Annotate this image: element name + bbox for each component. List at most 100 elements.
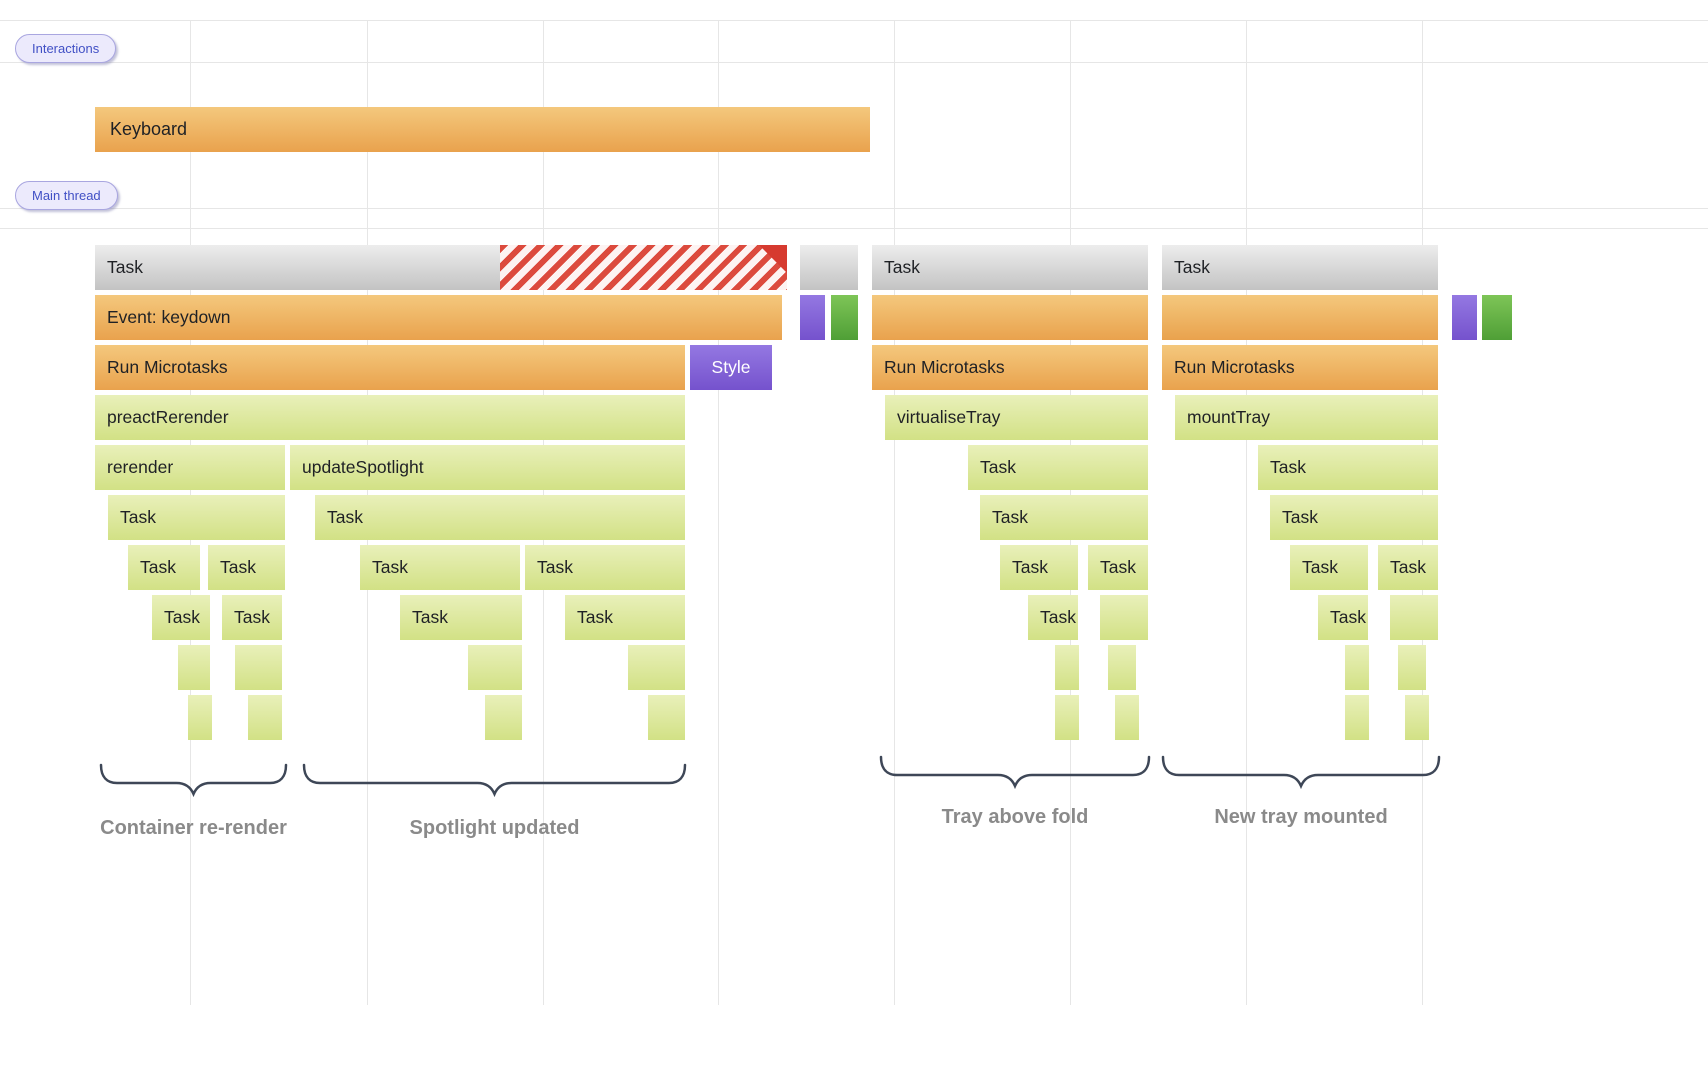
flame-bar-event[interactable]: [1162, 295, 1438, 340]
flame-bar-script[interactable]: Task: [1000, 545, 1078, 590]
flame-bar-label: Task: [1390, 557, 1426, 577]
flame-bar-script[interactable]: [178, 645, 210, 690]
flame-bar-label: Task: [1282, 507, 1318, 527]
flame-bar-script[interactable]: [1345, 645, 1369, 690]
flame-bar-script[interactable]: Task: [128, 545, 200, 590]
flame-bar-script[interactable]: Task: [1258, 445, 1438, 490]
flame-bar-task[interactable]: Task: [1162, 245, 1438, 290]
flame-bar-label: Task: [1100, 557, 1136, 577]
flame-bar-event[interactable]: [872, 295, 1148, 340]
flame-bar-event[interactable]: Run Microtasks: [1162, 345, 1438, 390]
flame-bar-script[interactable]: [485, 695, 522, 740]
flame-bar-script[interactable]: [1398, 645, 1426, 690]
flame-bar-script[interactable]: [1108, 645, 1136, 690]
flame-bar-script[interactable]: Task: [1318, 595, 1368, 640]
flame-bar-task[interactable]: Task: [872, 245, 1148, 290]
flame-bar-label: Event: keydown: [107, 307, 231, 327]
flame-bar-script[interactable]: Task: [565, 595, 685, 640]
flame-bar-script[interactable]: Task: [968, 445, 1148, 490]
long-task-hatch: [500, 245, 787, 290]
grid-horizontal-line: [0, 62, 1708, 63]
flame-bar-label: Task: [537, 557, 573, 577]
flame-bar-script[interactable]: preactRerender: [95, 395, 685, 440]
flame-bar-label: Task: [577, 607, 613, 627]
flame-bar-script[interactable]: [235, 645, 282, 690]
flame-bar-event[interactable]: Event: keydown: [95, 295, 782, 340]
track-label-main-thread[interactable]: Main thread: [15, 181, 118, 210]
flame-bar-script[interactable]: [1390, 595, 1438, 640]
flame-bar-purple[interactable]: [800, 295, 825, 340]
flame-bar-label: Task: [884, 257, 920, 277]
flame-bar-label: mountTray: [1187, 407, 1270, 427]
flame-bar-event[interactable]: Run Microtasks: [95, 345, 685, 390]
flame-bar-script[interactable]: mountTray: [1175, 395, 1438, 440]
flame-bar-script[interactable]: [628, 645, 685, 690]
flame-bar-label: Task: [412, 607, 448, 627]
flame-bar-script[interactable]: Task: [108, 495, 285, 540]
flame-bar-script[interactable]: Task: [1270, 495, 1438, 540]
flame-bar-label: Task: [164, 607, 200, 627]
annotation-brace: [99, 763, 288, 798]
annotation-label: Tray above fold: [941, 806, 1089, 828]
flame-bar-script[interactable]: [648, 695, 685, 740]
flame-bar-label: Task: [992, 507, 1028, 527]
flame-bar-script[interactable]: Task: [360, 545, 520, 590]
flame-bar-script[interactable]: Task: [1378, 545, 1438, 590]
interaction-keyboard-bar[interactable]: Keyboard: [95, 107, 870, 152]
flame-bar-label: Task: [1302, 557, 1338, 577]
flame-bar-script[interactable]: [468, 645, 522, 690]
annotation-brace: [879, 755, 1151, 790]
flame-bar-label: Task: [140, 557, 176, 577]
grid-horizontal-line: [0, 20, 1708, 21]
flame-bar-script[interactable]: Task: [400, 595, 522, 640]
flame-bar-label: Task: [980, 457, 1016, 477]
flame-bar-label: Style: [711, 357, 751, 377]
flame-bar-script[interactable]: [1055, 645, 1079, 690]
annotation-brace: [302, 763, 687, 798]
flame-bar-script[interactable]: Task: [980, 495, 1148, 540]
flame-bar-label: Task: [372, 557, 408, 577]
flame-bar-script[interactable]: updateSpotlight: [290, 445, 685, 490]
flame-bar-script[interactable]: Task: [525, 545, 685, 590]
flame-bar-script[interactable]: Task: [1088, 545, 1148, 590]
flame-bar-label: Run Microtasks: [1174, 357, 1295, 377]
flame-bar-purple[interactable]: [1452, 295, 1477, 340]
grid-vertical-line: [1246, 20, 1247, 1005]
flame-bar-label: Task: [1040, 607, 1076, 627]
flame-bar-task[interactable]: [800, 245, 858, 290]
flame-bar-style[interactable]: Style: [690, 345, 772, 390]
flame-bar-script[interactable]: [1100, 595, 1148, 640]
flame-bar-script[interactable]: Task: [152, 595, 210, 640]
flame-bar-script[interactable]: Task: [222, 595, 282, 640]
annotation-label: New tray mounted: [1214, 806, 1388, 828]
flame-bar-label: Task: [234, 607, 270, 627]
flame-bar-script[interactable]: [188, 695, 212, 740]
flame-bar-script[interactable]: [1055, 695, 1079, 740]
grid-horizontal-line: [0, 228, 1708, 229]
flame-bar-script[interactable]: Task: [315, 495, 685, 540]
flame-bar-label: Task: [1174, 257, 1210, 277]
flame-bar-event[interactable]: Run Microtasks: [872, 345, 1148, 390]
flame-bar-script[interactable]: [1345, 695, 1369, 740]
flame-bar-script[interactable]: virtualiseTray: [885, 395, 1148, 440]
flame-bar-script[interactable]: [1115, 695, 1139, 740]
flame-bar-script[interactable]: [1405, 695, 1429, 740]
flame-bar-script[interactable]: Task: [1290, 545, 1368, 590]
track-label-interactions[interactable]: Interactions: [15, 34, 117, 63]
flame-bar-script[interactable]: [248, 695, 282, 740]
flame-bar-label: virtualiseTray: [897, 407, 1001, 427]
flame-bar-script[interactable]: Task: [208, 545, 285, 590]
annotation-label: Spotlight updated: [409, 817, 580, 839]
flame-bar-task[interactable]: Task: [95, 245, 787, 290]
flame-bar-script[interactable]: Task: [1028, 595, 1078, 640]
grid-vertical-line: [718, 20, 719, 1005]
flame-bar-label: Task: [107, 257, 143, 277]
flame-bar-label: Task: [327, 507, 363, 527]
flame-bar-label: Task: [1012, 557, 1048, 577]
flame-bar-green[interactable]: [1482, 295, 1512, 340]
flame-bar-script[interactable]: rerender: [95, 445, 285, 490]
flame-bar-label: Task: [1270, 457, 1306, 477]
flame-bar-label: rerender: [107, 457, 174, 477]
flame-bar-green[interactable]: [831, 295, 858, 340]
